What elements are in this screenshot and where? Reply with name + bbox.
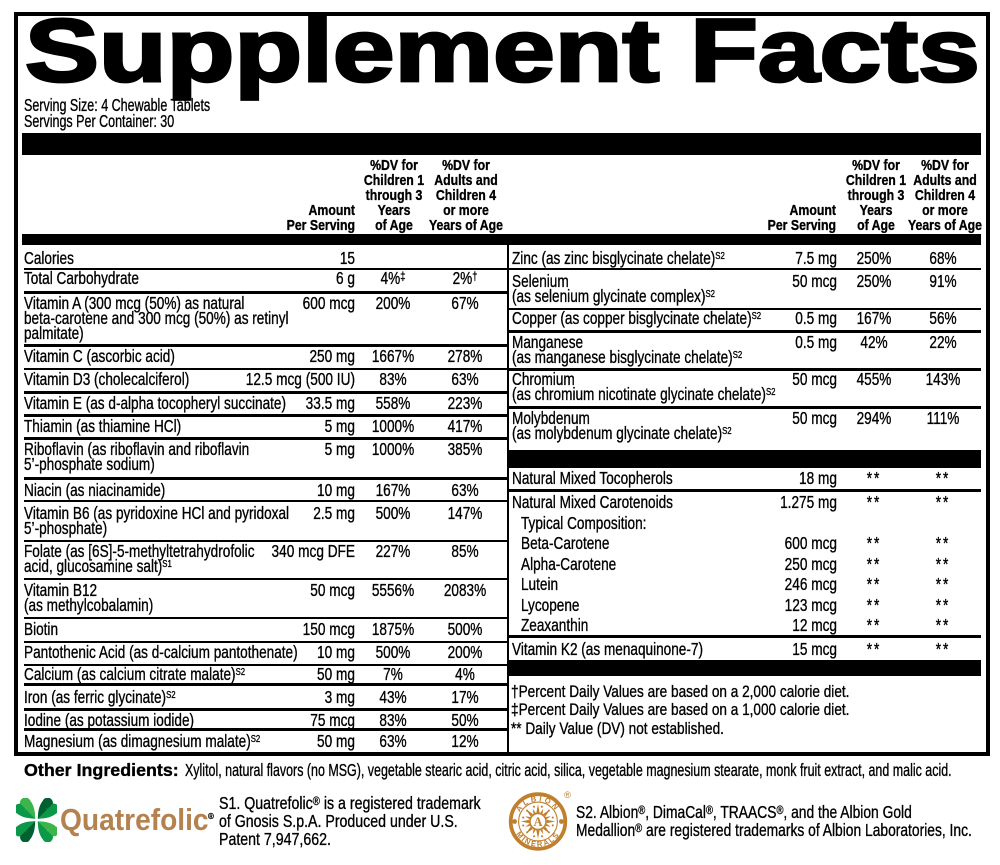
svg-text:A: A — [533, 815, 542, 829]
svg-text:®: ® — [564, 790, 571, 801]
